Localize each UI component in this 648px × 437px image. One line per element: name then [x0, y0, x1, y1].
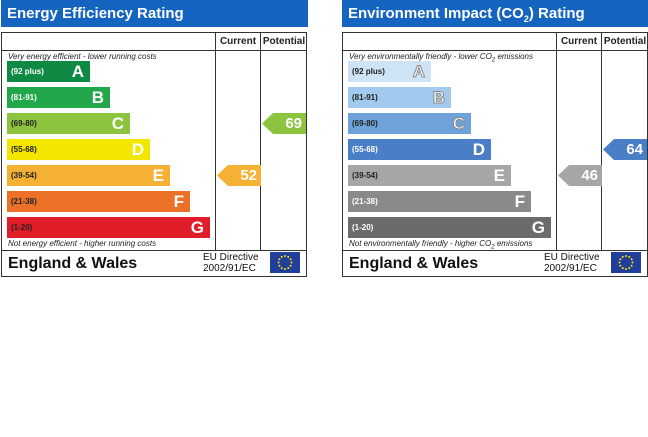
- top-note-text-end: emissions: [495, 52, 534, 61]
- potential-rating-value: 69: [285, 115, 302, 132]
- band-letter: A: [412, 62, 425, 82]
- bottom-note: Not environmentally friendly - higher CO…: [349, 239, 532, 251]
- band-range-label: (39-54): [352, 171, 378, 180]
- top-note-text: Very environmentally friendly - lower CO: [349, 52, 492, 61]
- column-divider: [260, 33, 261, 250]
- column-divider: [215, 33, 216, 250]
- rating-table: Current Potential Very energy efficient …: [1, 32, 307, 277]
- band-range-label: (1-20): [11, 223, 33, 232]
- header-divider: [2, 50, 306, 51]
- band-letter: G: [531, 218, 545, 237]
- potential-rating-arrow: 64: [603, 139, 647, 160]
- band-letter: D: [131, 140, 144, 159]
- top-note: Very energy efficient - lower running co…: [8, 52, 157, 61]
- bottom-note: Not energy efficient - higher running co…: [8, 239, 157, 248]
- region-label: England & Wales: [8, 255, 138, 272]
- band-range-label: (92 plus): [11, 67, 44, 76]
- band-range-label: (92 plus): [352, 67, 385, 76]
- band-range-label: (69-80): [352, 119, 378, 128]
- eu-flag-icon: [270, 252, 300, 273]
- current-arrow-shape: [217, 165, 261, 186]
- rating-table: Current Potential Very environmentally f…: [342, 32, 648, 277]
- rating-band-c: (69-80) C: [7, 113, 130, 134]
- band-letter: B: [91, 88, 104, 107]
- eu-directive-label: EU Directive 2002/91/EC: [544, 252, 600, 274]
- rating-band-d: (55-68) D: [348, 139, 491, 160]
- rating-band-e: (39-54) E: [348, 165, 511, 186]
- potential-arrow-shape: [603, 139, 647, 160]
- potential-column-header: Potential: [262, 36, 306, 47]
- band-range-label: (55-68): [352, 145, 378, 154]
- band-range-label: (21-38): [11, 197, 37, 206]
- current-column-header: Current: [219, 36, 257, 47]
- band-letter: B: [432, 88, 445, 108]
- panel-title: Energy Efficiency Rating: [1, 0, 308, 27]
- eu-flag-icon: [611, 252, 641, 273]
- header-divider: [343, 50, 647, 51]
- footer-divider: [2, 250, 306, 251]
- eu-directive-line2: 2002/91/EC: [203, 263, 256, 274]
- panel-title: Environment Impact (CO2) Rating: [342, 0, 648, 27]
- top-note: Very environmentally friendly - lower CO…: [349, 52, 533, 64]
- rating-band-d: (55-68) D: [7, 139, 150, 160]
- rating-band-b: (81-91) B: [348, 87, 451, 108]
- potential-arrow-shape: [262, 113, 306, 134]
- current-rating-arrow: 46: [558, 165, 602, 186]
- region-label: England & Wales: [349, 255, 479, 272]
- top-note-subscript: 2: [491, 57, 496, 64]
- eu-directive-line1: EU Directive: [544, 252, 600, 263]
- bottom-note-subscript: 2: [491, 244, 495, 251]
- rating-band-f: (21-38) F: [348, 191, 531, 212]
- band-range-label: (39-54): [11, 171, 37, 180]
- rating-band-f: (21-38) F: [7, 191, 190, 212]
- rating-band-g: (1-20) G: [348, 217, 551, 238]
- potential-column-header: Potential: [603, 36, 647, 47]
- environment-impact-panel: Environment Impact (CO2) Rating Current …: [342, 0, 648, 278]
- eu-directive-line1: EU Directive: [203, 252, 259, 263]
- band-letter: E: [152, 166, 164, 185]
- rating-band-b: (81-91) B: [7, 87, 110, 108]
- rating-band-c: (69-80) C: [348, 113, 471, 134]
- band-letter: F: [173, 192, 184, 211]
- band-letter: F: [514, 192, 525, 211]
- band-letter: D: [472, 140, 485, 159]
- title-text: Environment Impact (CO: [348, 5, 524, 22]
- band-range-label: (55-68): [11, 145, 37, 154]
- eu-directive-label: EU Directive 2002/91/EC: [203, 252, 259, 274]
- footer-divider: [343, 250, 647, 251]
- rating-band-a: (92 plus) A: [7, 61, 90, 82]
- current-column-header: Current: [560, 36, 598, 47]
- band-letter: C: [452, 114, 465, 134]
- band-letter: G: [190, 218, 204, 237]
- title-subscript: 2: [523, 14, 529, 24]
- current-arrow-shape: [558, 165, 602, 186]
- current-rating-value: 52: [240, 167, 257, 184]
- bottom-note-text: Not environmentally friendly - higher CO: [349, 239, 492, 248]
- band-range-label: (21-38): [352, 197, 378, 206]
- potential-rating-value: 64: [626, 141, 643, 158]
- bottom-note-text-end: emissions: [494, 239, 533, 248]
- current-rating-arrow: 52: [217, 165, 261, 186]
- rating-band-g: (1-20) G: [7, 217, 210, 238]
- band-letter: A: [71, 62, 84, 81]
- energy-efficiency-panel: Energy Efficiency Rating Current Potenti…: [1, 0, 308, 278]
- band-range-label: (1-20): [352, 223, 374, 232]
- band-letter: C: [111, 114, 124, 133]
- band-range-label: (81-91): [352, 93, 378, 102]
- potential-rating-arrow: 69: [262, 113, 306, 134]
- current-rating-value: 46: [581, 167, 598, 184]
- column-divider: [556, 33, 557, 250]
- band-range-label: (69-80): [11, 119, 37, 128]
- column-divider: [601, 33, 602, 250]
- rating-band-a: (92 plus) A: [348, 61, 431, 82]
- band-letter: E: [493, 166, 505, 185]
- title-text-end: ) Rating: [528, 5, 585, 22]
- band-range-label: (81-91): [11, 93, 37, 102]
- eu-directive-line2: 2002/91/EC: [544, 263, 597, 274]
- rating-band-e: (39-54) E: [7, 165, 170, 186]
